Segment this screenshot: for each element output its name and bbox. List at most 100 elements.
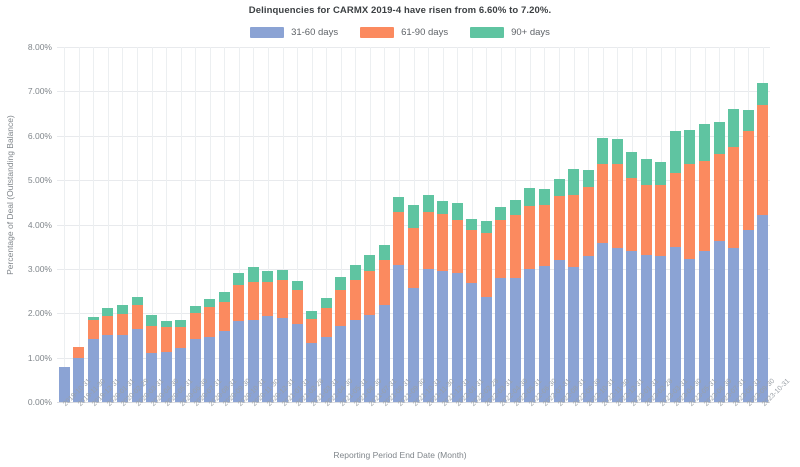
bar-segment[interactable]	[146, 315, 158, 326]
bar-segment[interactable]	[640, 185, 652, 255]
bar-segment[interactable]	[364, 270, 376, 316]
bar-segment[interactable]	[218, 291, 230, 302]
bar-segment[interactable]	[582, 255, 594, 402]
bar-segment[interactable]	[568, 168, 580, 196]
bar-segment[interactable]	[524, 188, 536, 206]
bar-segment[interactable]	[378, 305, 390, 402]
bar-segment[interactable]	[277, 280, 289, 318]
bar-segment[interactable]	[568, 195, 580, 268]
bar-segment[interactable]	[218, 301, 230, 331]
bar-group[interactable]	[538, 189, 550, 402]
bar-segment[interactable]	[699, 124, 711, 161]
bar-segment[interactable]	[277, 317, 289, 402]
bar-segment[interactable]	[116, 334, 128, 402]
bar-segment[interactable]	[247, 267, 259, 283]
bar-segment[interactable]	[175, 326, 187, 348]
bar-group[interactable]	[393, 197, 405, 402]
bar-segment[interactable]	[393, 212, 405, 266]
bar-segment[interactable]	[611, 139, 623, 165]
bar-group[interactable]	[73, 346, 85, 402]
bar-segment[interactable]	[408, 288, 419, 402]
bar-segment[interactable]	[568, 267, 580, 402]
bar-group[interactable]	[626, 151, 638, 402]
bar-group[interactable]	[582, 170, 594, 402]
bar-segment[interactable]	[611, 247, 623, 402]
bar-segment[interactable]	[189, 339, 201, 402]
bar-segment[interactable]	[495, 206, 507, 221]
bar-segment[interactable]	[247, 282, 259, 321]
bar-segment[interactable]	[597, 138, 609, 165]
bar-segment[interactable]	[437, 270, 449, 402]
bar-segment[interactable]	[131, 297, 143, 306]
bar-segment[interactable]	[626, 251, 638, 402]
bar-segment[interactable]	[553, 196, 565, 260]
bar-segment[interactable]	[466, 229, 478, 284]
bar-group[interactable]	[218, 291, 230, 402]
bar-segment[interactable]	[204, 337, 216, 402]
bar-segment[interactable]	[757, 214, 769, 402]
bar-segment[interactable]	[509, 214, 521, 278]
bar-group[interactable]	[160, 321, 172, 402]
bar-segment[interactable]	[160, 326, 172, 353]
bar-group[interactable]	[335, 276, 347, 402]
bar-segment[interactable]	[640, 254, 652, 402]
bar-segment[interactable]	[306, 318, 318, 344]
bar-segment[interactable]	[349, 280, 361, 321]
bar-segment[interactable]	[480, 232, 492, 298]
bar-segment[interactable]	[160, 352, 172, 402]
bar-segment[interactable]	[378, 260, 390, 306]
bar-segment[interactable]	[699, 160, 711, 252]
bar-segment[interactable]	[204, 299, 216, 308]
bar-segment[interactable]	[480, 297, 492, 402]
bar-group[interactable]	[437, 200, 449, 402]
bar-segment[interactable]	[626, 178, 638, 252]
bar-group[interactable]	[320, 298, 332, 402]
bar-segment[interactable]	[131, 305, 143, 330]
bar-segment[interactable]	[669, 131, 681, 174]
bar-group[interactable]	[349, 265, 361, 402]
bar-segment[interactable]	[116, 305, 128, 315]
bar-group[interactable]	[291, 281, 303, 402]
bar-segment[interactable]	[684, 259, 696, 402]
bar-segment[interactable]	[233, 321, 245, 402]
bar-segment[interactable]	[73, 346, 85, 358]
bar-segment[interactable]	[582, 170, 594, 188]
bar-segment[interactable]	[175, 347, 187, 402]
bar-group[interactable]	[306, 310, 318, 402]
bar-segment[interactable]	[87, 316, 99, 321]
bar-segment[interactable]	[291, 323, 303, 402]
bar-group[interactable]	[684, 130, 696, 402]
bar-segment[interactable]	[422, 195, 434, 213]
bar-group[interactable]	[568, 168, 580, 402]
bar-segment[interactable]	[146, 325, 158, 354]
bar-group[interactable]	[509, 199, 521, 402]
bar-segment[interactable]	[291, 290, 303, 324]
bar-segment[interactable]	[247, 320, 259, 402]
bar-segment[interactable]	[713, 153, 725, 242]
bar-segment[interactable]	[757, 104, 769, 215]
bar-segment[interactable]	[669, 246, 681, 402]
bar-segment[interactable]	[218, 331, 230, 402]
bar-segment[interactable]	[378, 244, 390, 260]
bar-segment[interactable]	[102, 315, 114, 336]
bar-segment[interactable]	[146, 353, 158, 402]
bar-group[interactable]	[364, 254, 376, 402]
bar-group[interactable]	[378, 244, 390, 402]
bar-segment[interactable]	[422, 212, 434, 269]
legend-item[interactable]: 61-90 days	[360, 27, 448, 38]
bar-segment[interactable]	[393, 197, 405, 213]
bar-segment[interactable]	[509, 277, 521, 402]
bar-segment[interactable]	[233, 284, 245, 322]
bar-segment[interactable]	[495, 220, 507, 278]
bar-group[interactable]	[611, 139, 623, 402]
bar-segment[interactable]	[58, 366, 70, 402]
bar-segment[interactable]	[655, 184, 667, 256]
bar-segment[interactable]	[306, 310, 318, 319]
bar-segment[interactable]	[306, 343, 318, 402]
bar-segment[interactable]	[320, 298, 332, 308]
bar-segment[interactable]	[728, 147, 740, 248]
bar-group[interactable]	[189, 306, 201, 402]
bar-segment[interactable]	[451, 220, 463, 274]
bar-group[interactable]	[102, 307, 114, 402]
bar-segment[interactable]	[393, 265, 405, 402]
